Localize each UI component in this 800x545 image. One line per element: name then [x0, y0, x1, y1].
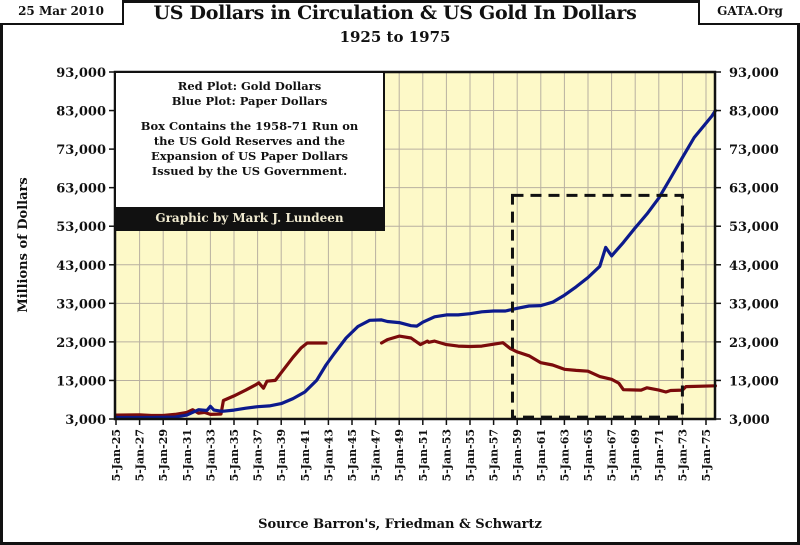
- x-tick-label: 5-Jan-69: [629, 429, 642, 481]
- y-tick-label-right: 53,000: [729, 220, 779, 235]
- chart-subtitle: 1925 to 1975: [339, 28, 451, 46]
- y-tick-label-left: 13,000: [56, 374, 106, 389]
- y-tick-label-left: 23,000: [56, 336, 106, 351]
- y-tick-label-right: 83,000: [729, 105, 779, 120]
- x-tick-label: 5-Jan-57: [488, 429, 501, 481]
- x-tick-label: 5-Jan-73: [676, 429, 689, 481]
- y-tick-label-right: 33,000: [729, 297, 779, 312]
- x-tick-label: 5-Jan-27: [134, 429, 147, 481]
- x-tick-label: 5-Jan-55: [464, 429, 477, 481]
- chart-title: US Dollars in Circulation & US Gold In D…: [153, 2, 637, 24]
- y-tick-label-right: 3,000: [729, 413, 770, 428]
- x-tick-label: 5-Jan-29: [157, 429, 170, 481]
- legend-line: [116, 109, 383, 119]
- run-on-gold-box: [510, 193, 684, 419]
- legend-line: the US Gold Reserves and the: [153, 134, 346, 148]
- date-label: 25 Mar 2010: [0, 0, 124, 25]
- gold-dollars-line-segment-0: [114, 341, 328, 418]
- x-tick-label: 5-Jan-45: [346, 429, 359, 481]
- series-layer: [114, 109, 717, 420]
- y-tick-label-left: 53,000: [56, 220, 106, 235]
- y-tick-label-left: 33,000: [56, 297, 106, 312]
- x-tick-label: 5-Jan-49: [393, 429, 406, 481]
- x-tick-label: 5-Jan-33: [204, 429, 217, 481]
- plot-border: [113, 70, 717, 421]
- x-tick-label: 5-Jan-59: [511, 429, 524, 481]
- legend-box: Red Plot: Gold Dollars Blue Plot: Paper D…: [114, 71, 385, 231]
- paper-dollars-line-segment-0: [114, 109, 717, 420]
- x-tick-label: 5-Jan-25: [110, 429, 123, 481]
- legend-line: Box Contains the 1958-71 Run on: [140, 119, 359, 133]
- legend-line: Expansion of US Paper Dollars: [151, 149, 348, 163]
- legend-line: Blue Plot: Paper Dollars: [171, 94, 328, 108]
- x-tick-label: 5-Jan-67: [606, 429, 619, 481]
- x-axis: 5-Jan-25 5-Jan-27 5-Jan-29 5-Jan-31 5-Jan-33…: [110, 419, 713, 481]
- x-tick-label: 5-Jan-53: [440, 429, 453, 481]
- y-tick-label-left: 93,000: [56, 66, 106, 81]
- x-tick-label: 5-Jan-71: [653, 429, 666, 481]
- x-tick-label: 5-Jan-35: [228, 429, 241, 481]
- legend-text: Red Plot: Gold Dollars Blue Plot: Paper D…: [116, 73, 383, 179]
- y-tick-label-right: 43,000: [729, 259, 779, 274]
- x-axis-title: Source Barron's, Friedman & Schwartz: [258, 517, 542, 532]
- y-tick-label-left: 83,000: [56, 105, 106, 120]
- x-tick-label: 5-Jan-41: [299, 429, 312, 481]
- y-tick-label-left: 63,000: [56, 182, 106, 197]
- y-tick-label-left: 73,000: [56, 143, 106, 158]
- legend-credit: Graphic by Mark J. Lundeen: [116, 207, 383, 229]
- legend-line: Issued by the US Government.: [151, 164, 348, 178]
- x-tick-label: 5-Jan-47: [370, 429, 383, 481]
- x-tick-label: 5-Jan-43: [322, 429, 335, 481]
- x-tick-label: 5-Jan-61: [535, 429, 548, 481]
- y-tick-label-right: 93,000: [729, 66, 779, 81]
- gold-dollars-line-segment-1: [379, 334, 717, 394]
- y-axis-left: 3,000 13,000 23,000 33,000 43,000 53,000 63,00…: [56, 66, 115, 428]
- y-tick-label-left: 3,000: [65, 413, 106, 428]
- y-axis-title: Millions of Dollars: [16, 177, 31, 312]
- x-tick-label: 5-Jan-63: [558, 429, 571, 481]
- y-tick-label-right: 63,000: [729, 182, 779, 197]
- legend-line: Red Plot: Gold Dollars: [177, 79, 322, 93]
- site-label: GATA.Org: [698, 0, 800, 25]
- x-tick-label: 5-Jan-31: [181, 429, 194, 481]
- x-tick-label: 5-Jan-75: [700, 429, 713, 481]
- y-tick-label-right: 23,000: [729, 336, 779, 351]
- y-tick-label-right: 73,000: [729, 143, 779, 158]
- y-tick-label-right: 13,000: [729, 374, 779, 389]
- x-tick-label: 5-Jan-51: [417, 429, 430, 481]
- y-axis-right: 3,000 13,000 23,000 33,000 43,000 53,000 63,00…: [715, 66, 779, 428]
- x-tick-label: 5-Jan-65: [582, 429, 595, 481]
- y-tick-label-left: 43,000: [56, 259, 106, 274]
- x-tick-label: 5-Jan-37: [252, 429, 265, 481]
- x-tick-label: 5-Jan-39: [275, 429, 288, 481]
